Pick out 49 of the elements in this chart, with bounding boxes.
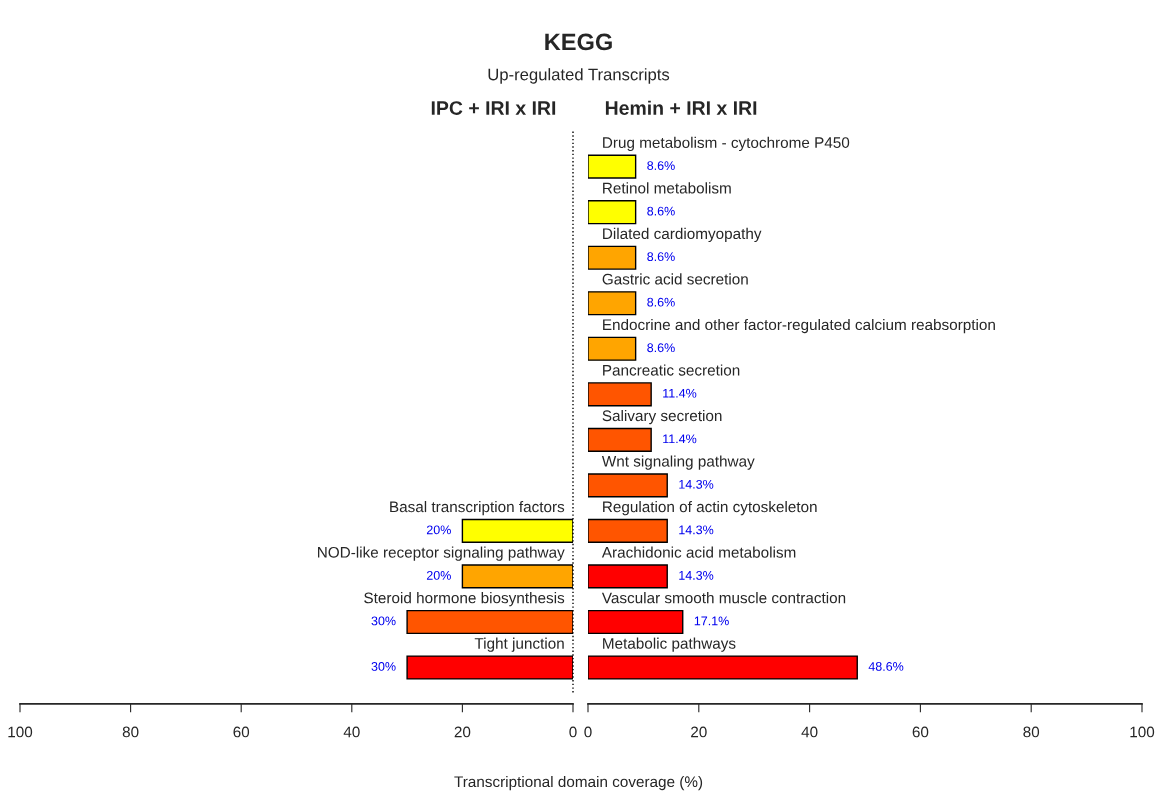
data-label: 14.3% xyxy=(679,479,714,489)
category-label: Metabolic pathways xyxy=(603,637,736,652)
category-label: Vascular smooth muscle contraction xyxy=(601,592,846,604)
category-label: Endocrine and other factor-regulated calcium reabsorption xyxy=(603,318,995,334)
data-label: 14.3% xyxy=(679,525,714,535)
category-label: Wnt signaling pathway xyxy=(601,455,755,470)
category-label: Drug metabolism - cytochrome P450 xyxy=(603,136,850,152)
category-label: Steroid hormone biosynthesis xyxy=(364,592,565,607)
data-label: 20% xyxy=(426,525,451,535)
category-label: Gastric acid secretion xyxy=(602,273,748,285)
chart-title: IPC + IRI x IRI xyxy=(431,101,556,115)
x-tick-label: 0 xyxy=(569,726,577,738)
x-tick-label: 80 xyxy=(1023,726,1040,738)
category-label: Dilated cardiomyopathy xyxy=(603,227,762,243)
category-label: Basal transcription factors xyxy=(390,501,565,516)
x-tick-label: 100 xyxy=(1130,726,1155,738)
x-tick-label: 40 xyxy=(343,726,360,738)
x-tick-label: 80 xyxy=(122,726,139,738)
x-tick-label: 0 xyxy=(584,726,592,738)
data-label: 48.6% xyxy=(868,662,904,671)
category-label: Pancreatic secretion xyxy=(603,364,740,376)
data-label: 8.6% xyxy=(647,343,675,353)
data-label: 11.4% xyxy=(663,434,697,444)
x-tick-label: 20 xyxy=(454,726,471,738)
x-tick-label: 60 xyxy=(912,726,929,738)
x-axis-title: Transcriptional domain coverage (%) xyxy=(454,775,703,791)
data-label: 8.6% xyxy=(647,161,675,171)
category-label: Arachidonic acid metabolism xyxy=(601,546,796,558)
data-label: 11.4% xyxy=(663,388,697,398)
text: Up-regulated Transcripts xyxy=(488,68,670,84)
chart-title: Hemin + IRI x IRI xyxy=(605,100,757,115)
data-label: 20% xyxy=(426,570,451,580)
category-label: Tight junction xyxy=(474,637,564,652)
data-label: 8.6% xyxy=(647,297,675,307)
category-label: Retinol metabolism xyxy=(603,182,731,194)
x-tick-label: 100 xyxy=(8,726,33,738)
x-tick-label: 60 xyxy=(233,726,250,738)
data-label: 8.6% xyxy=(647,206,675,216)
text: KEGG xyxy=(545,33,612,51)
data-label: 8.6% xyxy=(647,252,675,262)
data-label: 17.1% xyxy=(694,616,729,626)
data-label: 30% xyxy=(371,662,396,671)
data-label: 30% xyxy=(371,616,396,626)
data-label: 14.3% xyxy=(679,570,714,580)
category-label: NOD-like receptor signaling pathway xyxy=(318,546,565,561)
x-tick-label: 20 xyxy=(691,726,707,738)
category-label: Regulation of actin cytoskeleton xyxy=(603,501,817,516)
category-label: Salivary secretion xyxy=(602,409,722,425)
x-tick-label: 40 xyxy=(801,726,818,738)
